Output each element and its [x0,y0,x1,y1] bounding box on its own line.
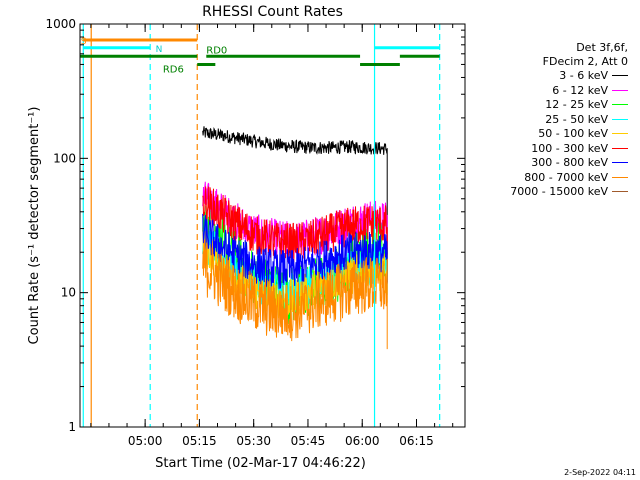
bar-label-rd0: RD0 [206,45,227,56]
xtick-label-4: 06:00 [345,434,380,448]
y-axis-label: Count Rate (s⁻¹ detector segment⁻¹) [27,107,42,345]
legend-swatch [612,133,628,134]
legend-swatch [612,89,628,91]
series-line-7 [202,240,388,350]
legend-label: 300 - 800 keV [531,156,608,169]
x-axis-label: Start Time (02-Mar-17 04:46:22) [155,456,366,471]
timestamp: 2-Sep-2022 04:11 [564,468,636,477]
legend-swatch [612,162,628,163]
legend-item-7: 800 - 7000 keV [524,171,628,184]
legend-swatch [612,191,628,192]
legend-label: 6 - 12 keV [552,83,608,97]
xtick-label-1: 05:15 [182,434,217,448]
legend-swatch [612,75,628,76]
ytick-label-3: 1000 [45,17,76,31]
legend-item-0: 3 - 6 keV [559,69,628,82]
xtick-label-5: 06:15 [399,434,434,448]
plot-frame [79,23,466,428]
legend-header-line1: Det 3f,6f, [576,41,628,54]
legend-item-2: 12 - 25 keV [545,98,628,111]
legend-swatch [612,147,628,149]
legend-swatch [612,176,628,178]
xtick-label-2: 05:30 [236,434,271,448]
legend-item-4: 50 - 100 keV [538,127,628,140]
xtick-label-3: 05:45 [291,434,326,448]
legend-swatch [612,104,628,105]
series-line-0 [202,126,388,282]
legend-item-5: 100 - 300 keV [531,142,628,155]
legend-label: 12 - 25 keV [545,98,608,111]
legend-item-8: 7000 - 15000 keV [510,185,628,198]
xtick-label-0: 05:00 [128,434,163,448]
bar-label-rd6: RD6 [163,64,184,75]
legend-label: 50 - 100 keV [538,127,608,140]
legend-item-3: 25 - 50 keV [545,113,628,126]
legend-label: 100 - 300 keV [531,141,608,155]
chart-title: RHESSI Count Rates [202,4,343,20]
ytick-label-0: 1 [68,420,76,434]
legend-label: 7000 - 15000 keV [510,185,608,198]
series-line-5 [202,186,388,263]
bar-label-s: S [81,37,87,47]
bar-label-n: N [156,45,163,55]
legend-header-line2: FDecim 2, Att 0 [542,55,628,68]
series-line-6 [202,213,388,289]
legend-label: 800 - 7000 keV [524,170,608,184]
legend-item-6: 300 - 800 keV [531,156,628,169]
legend-item-1: 6 - 12 keV [552,84,628,97]
ytick-label-1: 10 [61,286,76,300]
legend-label: 25 - 50 keV [545,112,608,126]
ytick-label-2: 100 [53,151,76,165]
legend-label: 3 - 6 keV [559,69,608,82]
legend-swatch [612,118,628,120]
